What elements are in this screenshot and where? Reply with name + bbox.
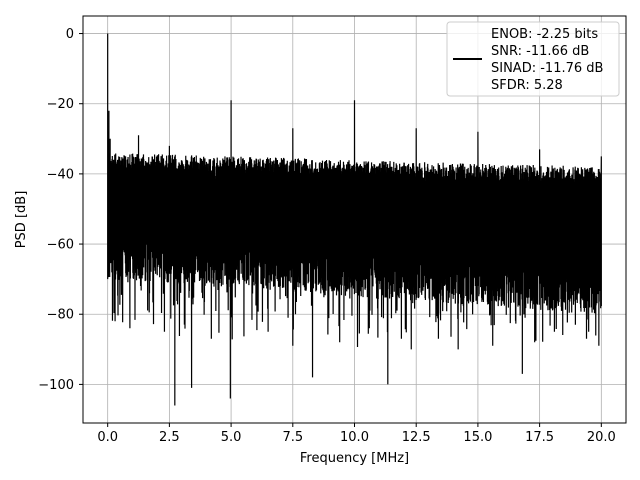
axis-ticks: 0.0 2.5 5.0 7.5 10.0 12.5 15.0 17.5 20.0 0 −20 −40 −… [38,27,616,445]
x-axis-label: Frequency [MHz] [300,451,409,466]
legend-sinad: SINAD: -11.76 dB [491,61,603,76]
x-tick-label: 20.0 [587,430,616,445]
legend-box [446,21,620,97]
legend-enob: ENOB: -2.25 bits [491,27,598,42]
y-tick-label: −40 [47,167,74,182]
y-axis-label: PSD [dB] [14,191,29,249]
y-tick-label: −20 [47,97,74,112]
legend: ENOB: -2.25 bits SNR: -11.66 dB SINAD: -… [446,21,620,97]
x-tick-label: 12.5 [402,430,431,445]
x-tick-label: 0.0 [97,430,118,445]
x-tick-label: 10.0 [340,430,369,445]
x-tick-label: 15.0 [463,430,492,445]
x-tick-label: 5.0 [221,430,242,445]
legend-snr: SNR: -11.66 dB [491,44,589,59]
y-tick-label: −60 [47,238,74,253]
psd-series [107,33,602,406]
x-tick-label: 17.5 [525,430,554,445]
x-tick-label: 7.5 [282,430,303,445]
y-tick-label: 0 [66,27,74,42]
y-tick-label: −80 [47,308,74,323]
legend-sfdr: SFDR: 5.28 [491,78,563,93]
psd-line [107,33,602,406]
x-tick-label: 2.5 [159,430,180,445]
y-tick-label: −100 [38,378,74,393]
